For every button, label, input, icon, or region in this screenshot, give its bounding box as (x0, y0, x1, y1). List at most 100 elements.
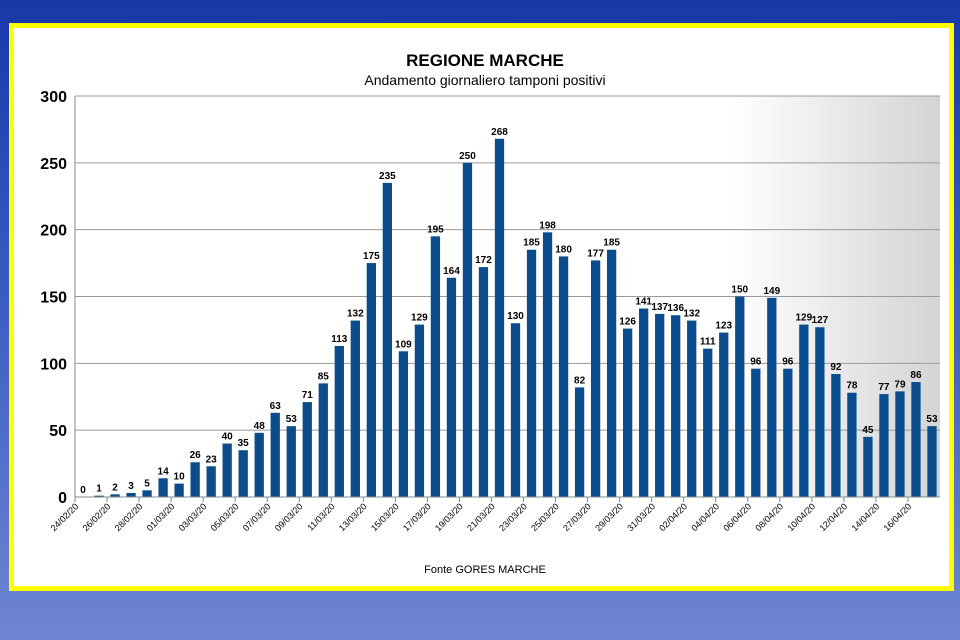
data-label: 92 (830, 362, 842, 373)
bar (366, 263, 376, 497)
data-label: 5 (144, 478, 150, 489)
bar (671, 315, 681, 497)
y-tick-label: 100 (40, 356, 67, 373)
bar (847, 392, 857, 497)
data-label: 177 (587, 248, 604, 259)
data-label: 96 (782, 357, 794, 368)
y-tick-label: 0 (58, 490, 67, 507)
data-label: 164 (443, 266, 460, 277)
data-label: 129 (795, 313, 812, 324)
data-label: 136 (667, 303, 684, 314)
y-tick-label: 200 (40, 223, 67, 240)
data-label: 85 (318, 371, 330, 382)
data-label: 141 (635, 297, 652, 308)
x-tick-label: 23/03/20 (497, 501, 529, 533)
bar (190, 462, 200, 497)
data-label: 175 (363, 251, 380, 262)
data-label: 198 (539, 220, 556, 231)
x-tick-label: 12/04/20 (817, 501, 849, 533)
x-tick-label: 21/03/20 (465, 501, 497, 533)
bar (574, 387, 585, 497)
x-tick-label: 09/03/20 (273, 501, 305, 533)
x-tick-label: 03/03/20 (177, 501, 209, 533)
x-tick-label: 05/03/20 (209, 501, 241, 533)
x-tick-label: 02/04/20 (657, 501, 689, 533)
y-tick-label: 150 (40, 290, 67, 307)
bar (510, 323, 521, 497)
bar (815, 327, 825, 497)
x-tick-label: 11/03/20 (305, 501, 336, 532)
bar (222, 443, 232, 497)
bar (703, 348, 713, 497)
bar (783, 368, 793, 497)
bar (687, 320, 697, 497)
data-label: 195 (427, 224, 444, 235)
bar (398, 351, 409, 497)
bar (911, 382, 921, 497)
x-tick-label: 28/02/20 (113, 501, 145, 533)
data-label: 78 (846, 381, 858, 392)
data-label: 150 (731, 285, 748, 296)
bar (606, 249, 617, 497)
data-label: 2 (112, 482, 118, 493)
y-tick-label: 300 (40, 89, 67, 106)
bar (735, 296, 745, 497)
bar (590, 260, 601, 497)
data-label: 235 (379, 171, 396, 182)
x-tick-label: 08/04/20 (753, 501, 785, 533)
data-label: 132 (683, 309, 700, 320)
x-tick-label: 04/04/20 (689, 501, 721, 533)
data-label: 132 (347, 309, 364, 320)
chart-subtitle: Andamento giornaliero tamponi positivi (364, 72, 605, 88)
bar (382, 182, 393, 497)
bar (110, 494, 120, 497)
bar (174, 483, 184, 497)
data-label: 63 (270, 401, 282, 412)
bar (158, 478, 168, 497)
data-label: 149 (763, 286, 780, 297)
bar (494, 138, 505, 498)
bar (334, 345, 344, 497)
chart-title: REGIONE MARCHE (406, 51, 564, 70)
bar (414, 324, 425, 497)
data-label: 250 (459, 151, 476, 162)
data-label: 1 (96, 484, 102, 495)
bar (270, 412, 280, 497)
chart-source: Fonte GORES MARCHE (424, 564, 546, 576)
bar (831, 374, 841, 497)
bar (526, 249, 537, 497)
data-label: 96 (750, 357, 762, 368)
bar (318, 383, 328, 497)
bar (558, 256, 569, 497)
bar (927, 426, 937, 497)
data-label: 172 (475, 255, 492, 266)
data-label: 109 (395, 339, 412, 350)
data-label: 82 (574, 375, 586, 386)
bar (254, 432, 264, 497)
bar (767, 297, 777, 497)
bar (863, 436, 873, 497)
x-tick-label: 07/03/20 (241, 501, 273, 533)
data-label: 26 (190, 450, 202, 461)
data-label: 180 (555, 244, 572, 255)
bar (462, 162, 473, 498)
bar (94, 495, 104, 497)
data-label: 130 (507, 311, 524, 322)
x-tick-label: 25/03/20 (529, 501, 561, 533)
bars (94, 138, 937, 498)
data-label: 23 (206, 454, 218, 465)
data-label: 0 (80, 485, 86, 496)
data-label: 79 (894, 379, 906, 390)
data-label: 53 (926, 414, 938, 425)
bar (238, 450, 248, 497)
data-label: 14 (158, 466, 170, 477)
x-tick-label: 29/03/20 (593, 501, 625, 533)
x-tick-label: 26/02/20 (81, 501, 113, 533)
bar (542, 232, 553, 497)
chart-frame: REGIONE MARCHE Andamento giornaliero tam… (9, 23, 954, 591)
x-tick-label: 10/04/20 (785, 501, 817, 533)
y-tick-label: 250 (40, 156, 67, 173)
data-label: 40 (222, 432, 234, 443)
bar (879, 394, 889, 497)
